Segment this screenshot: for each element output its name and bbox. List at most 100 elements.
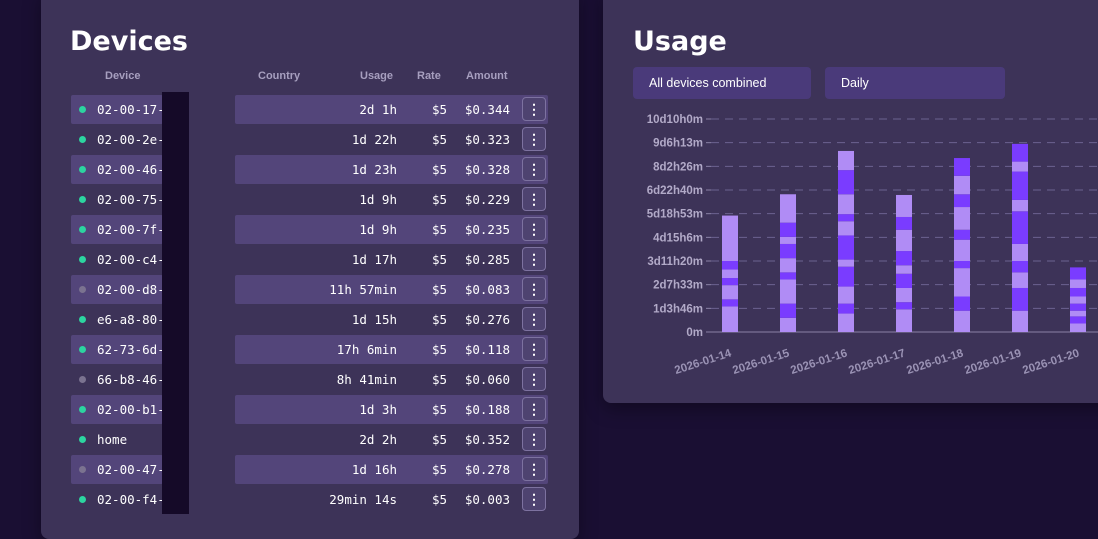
devices-title: Devices [70,26,188,57]
bar-segment[interactable] [780,222,796,237]
bar-segment[interactable] [896,216,912,230]
bar-segment[interactable] [1070,267,1086,280]
bar-segment[interactable] [838,266,854,287]
bar-segment[interactable] [780,236,796,244]
bar-segment[interactable] [954,194,970,208]
bar-segment[interactable] [1070,316,1086,324]
bar-segment[interactable] [838,194,854,215]
device-amount: $0.118 [464,342,510,357]
bar-segment[interactable] [838,214,854,222]
period-filter-select[interactable]: Daily [825,67,1005,99]
row-menu-button[interactable]: ⋮ [522,247,546,271]
bar-segment[interactable] [1070,287,1086,297]
bar-segment[interactable] [780,303,796,318]
row-background [71,335,163,364]
bar-segment[interactable] [896,229,912,252]
bar-segment[interactable] [954,207,970,230]
bar-segment[interactable] [1012,199,1028,212]
device-name: 02-00-d8- [97,282,163,297]
row-menu-button[interactable]: ⋮ [522,487,546,511]
row-menu-button[interactable]: ⋮ [522,427,546,451]
bar-segment[interactable] [954,239,970,261]
row-menu-button[interactable]: ⋮ [522,187,546,211]
table-row: 02-00-d8- 11h 57min $5 $0.083 ⋮ [71,275,548,304]
bar-segment[interactable] [1012,287,1028,311]
bar-segment[interactable] [1070,303,1086,311]
row-menu-button[interactable]: ⋮ [522,457,546,481]
bar-segment[interactable] [722,278,738,286]
bar-segment[interactable] [896,265,912,274]
device-rate: $5 [431,432,447,447]
bar-segment[interactable] [1012,171,1028,200]
row-menu-button[interactable]: ⋮ [522,367,546,391]
bar-segment[interactable] [722,261,738,270]
column-header-usage: Usage [360,70,394,82]
row-menu-button[interactable]: ⋮ [522,217,546,241]
bar-segment[interactable] [896,273,912,288]
bar-segment[interactable] [1012,272,1028,288]
bar-segment[interactable] [722,269,738,279]
bar-segment[interactable] [780,194,796,223]
row-menu-button[interactable]: ⋮ [522,397,546,421]
bar-segment[interactable] [780,258,796,273]
bar-segment[interactable] [1070,296,1086,304]
bar-segment[interactable] [838,150,854,171]
row-menu-button[interactable]: ⋮ [522,97,546,121]
bar-segment[interactable] [954,296,970,311]
bar-segment[interactable] [722,306,738,332]
device-rate: $5 [431,192,447,207]
bar-segment[interactable] [954,310,970,332]
bar-segment[interactable] [780,272,796,280]
x-tick-label: 2026-01-16 [789,347,849,377]
table-row: 66-b8-46- 8h 41min $5 $0.060 ⋮ [71,365,548,394]
bar-segment[interactable] [1070,323,1086,332]
bar-segment[interactable] [954,268,970,297]
bar-segment[interactable] [722,285,738,300]
bar-segment[interactable] [954,175,970,195]
bar-segment[interactable] [1012,211,1028,244]
bar-segment[interactable] [1012,310,1028,332]
bar-segment[interactable] [1012,143,1028,162]
bar-segment[interactable] [1012,261,1028,273]
bar-segment[interactable] [954,229,970,240]
bar-segment[interactable] [896,302,912,310]
bar-segment[interactable] [722,299,738,307]
bar-segment[interactable] [838,303,854,314]
bar-segment[interactable] [780,243,796,259]
bar-segment[interactable] [838,170,854,195]
device-filter-select[interactable]: All devices combined [633,67,811,99]
bar-segment[interactable] [896,287,912,303]
row-background [235,155,548,184]
bar-segment[interactable] [838,221,854,236]
bar-segment[interactable] [896,194,912,217]
row-menu-button[interactable]: ⋮ [522,277,546,301]
bar-segment[interactable] [838,286,854,304]
bar-segment[interactable] [954,158,970,176]
bar-segment[interactable] [1012,243,1028,261]
bar-segment[interactable] [896,251,912,266]
row-menu-button[interactable]: ⋮ [522,157,546,181]
device-amount: $0.235 [464,222,510,237]
x-tick-label: 2026-01-15 [731,347,791,377]
table-row: 02-00-7f- 1d 9h $5 $0.235 ⋮ [71,215,548,244]
bar-segment[interactable] [838,235,854,260]
device-usage: 2d 2h [359,432,397,447]
device-name: 02-00-75- [97,192,163,207]
row-menu-button[interactable]: ⋮ [522,307,546,331]
bar-segment[interactable] [1012,161,1028,172]
bar-segment[interactable] [838,313,854,332]
status-dot-icon [79,286,86,293]
row-menu-button[interactable]: ⋮ [522,127,546,151]
y-tick-label: 4d15h6m [653,232,703,244]
bar-segment[interactable] [838,259,854,267]
bar-segment[interactable] [954,261,970,269]
bar-segment[interactable] [722,215,738,261]
status-dot-icon [79,346,86,353]
row-menu-button[interactable]: ⋮ [522,337,546,361]
bar-segment[interactable] [896,309,912,332]
bar-segment[interactable] [780,317,796,332]
bar-segment[interactable] [1070,310,1086,317]
device-name: 02-00-f4- [97,492,163,507]
bar-segment[interactable] [1070,279,1086,288]
bar-segment[interactable] [780,279,796,304]
